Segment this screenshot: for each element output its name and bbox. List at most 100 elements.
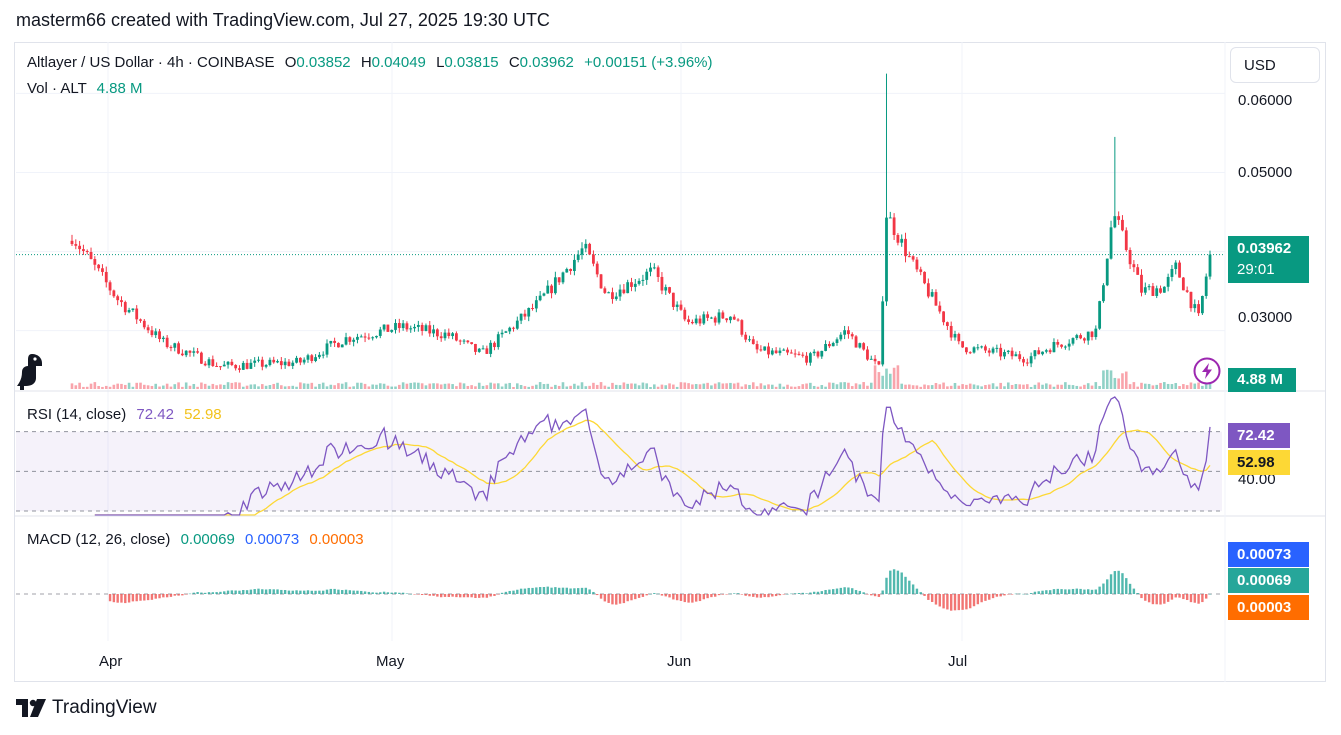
volume-bar	[847, 382, 850, 389]
volume-bar	[120, 383, 123, 389]
volume-bar	[82, 386, 85, 389]
volume-bar	[455, 386, 458, 389]
candle-body	[1109, 227, 1113, 259]
volume-bar	[1132, 382, 1136, 389]
volume-bar	[398, 384, 401, 389]
volume-bar	[200, 382, 203, 389]
volume-bar	[991, 383, 995, 389]
volume-bar	[428, 383, 432, 389]
macd-hist-bar	[516, 589, 519, 594]
macd-hist-bar	[1102, 583, 1105, 594]
chart-frame[interactable]	[14, 42, 1326, 682]
candle-body	[390, 329, 394, 332]
candle-body	[603, 288, 607, 293]
macd-hist-bar	[478, 594, 481, 598]
candle-body	[778, 350, 782, 354]
volume-bar	[447, 383, 451, 389]
volume-bar	[1117, 378, 1120, 389]
volume-bar	[234, 382, 237, 389]
volume-bar	[287, 386, 291, 389]
currency-button[interactable]: USD	[1230, 47, 1320, 83]
volume-bar	[143, 384, 146, 389]
volume-bar	[405, 383, 409, 389]
volume-bar	[1045, 383, 1048, 389]
macd-hist-bar	[588, 589, 591, 594]
volume-bar	[241, 386, 245, 389]
volume-bar	[927, 385, 930, 389]
volume-bar	[1121, 373, 1124, 389]
candle-body	[911, 256, 915, 260]
candle-body	[668, 287, 671, 293]
volume-bar	[101, 386, 104, 389]
macd-hist-bar	[131, 594, 135, 602]
macd-hist-bar	[767, 594, 770, 598]
symbol-name[interactable]: Altlayer / US Dollar · 4h · COINBASE	[27, 54, 275, 71]
candle-body	[706, 314, 710, 318]
volume-bar	[230, 382, 234, 389]
macd-hist-bar	[630, 594, 633, 601]
volume-label[interactable]: Vol · ALT	[27, 80, 87, 97]
macd-hist-bar	[1056, 588, 1059, 594]
macd-hist-bar	[341, 590, 344, 594]
volume-bar	[691, 384, 694, 389]
candle-body	[413, 326, 416, 329]
volume-bar	[976, 385, 980, 389]
macd-hist-bar	[881, 590, 884, 594]
volume-bar	[984, 384, 987, 389]
volume-bar	[123, 384, 127, 389]
macd-label[interactable]: MACD (12, 26, close)	[27, 531, 171, 548]
volume-bar	[797, 386, 801, 389]
volume-bar	[1105, 369, 1109, 389]
lightning-icon[interactable]	[1193, 357, 1221, 385]
rsi-pane	[16, 396, 1222, 517]
macd-hist-bar	[698, 594, 702, 602]
volume-bar	[1083, 384, 1086, 389]
candle-body	[767, 346, 770, 355]
volume-bar	[1182, 384, 1185, 389]
volume-bar	[664, 385, 668, 389]
dinosaur-icon[interactable]	[14, 352, 48, 390]
macd-hist-bar	[573, 588, 576, 594]
volume-bar	[283, 386, 287, 389]
candle-body	[1155, 288, 1159, 296]
macd-hist-bar	[672, 594, 675, 600]
volume-bar	[226, 382, 230, 389]
macd-hist-bar	[192, 592, 195, 594]
candle-body	[816, 351, 820, 357]
volume-bar	[1094, 382, 1098, 389]
macd-hist-bar	[474, 594, 477, 598]
candle-body	[926, 283, 930, 297]
candle-body	[477, 348, 481, 352]
macd-hist-bar	[721, 594, 725, 595]
macd-hist-bar	[984, 594, 987, 601]
macd-hist-bar	[782, 594, 785, 595]
volume-bar	[173, 384, 177, 389]
macd-hist-bar	[603, 594, 607, 602]
candle-body	[1079, 335, 1082, 339]
candle-body	[698, 318, 702, 324]
macd-hist-bar	[481, 594, 485, 598]
macd-hist-bar	[892, 569, 896, 594]
macd-hist-bar	[318, 590, 321, 594]
volume-bar	[378, 383, 382, 389]
candle-body	[713, 317, 717, 323]
macd-hist-bar	[1007, 594, 1010, 595]
volume-bar	[1090, 385, 1094, 389]
tradingview-logo[interactable]: TradingView	[16, 697, 157, 719]
volume-bar	[135, 382, 139, 389]
candle-body	[78, 245, 82, 250]
candle-body	[782, 349, 786, 351]
volume-bar	[1026, 384, 1029, 389]
volume-bar	[869, 382, 873, 389]
macd-hist-bar	[953, 594, 957, 611]
candle-body	[184, 350, 188, 356]
candle-body	[222, 364, 226, 367]
macd-hist-bar	[717, 594, 721, 596]
macd-hist-bar	[949, 594, 953, 611]
rsi-label[interactable]: RSI (14, close)	[27, 406, 127, 423]
volume-bar	[417, 382, 420, 389]
macd-hist-bar	[1079, 588, 1082, 594]
volume-bar	[169, 386, 173, 389]
volume-bar	[683, 382, 687, 389]
